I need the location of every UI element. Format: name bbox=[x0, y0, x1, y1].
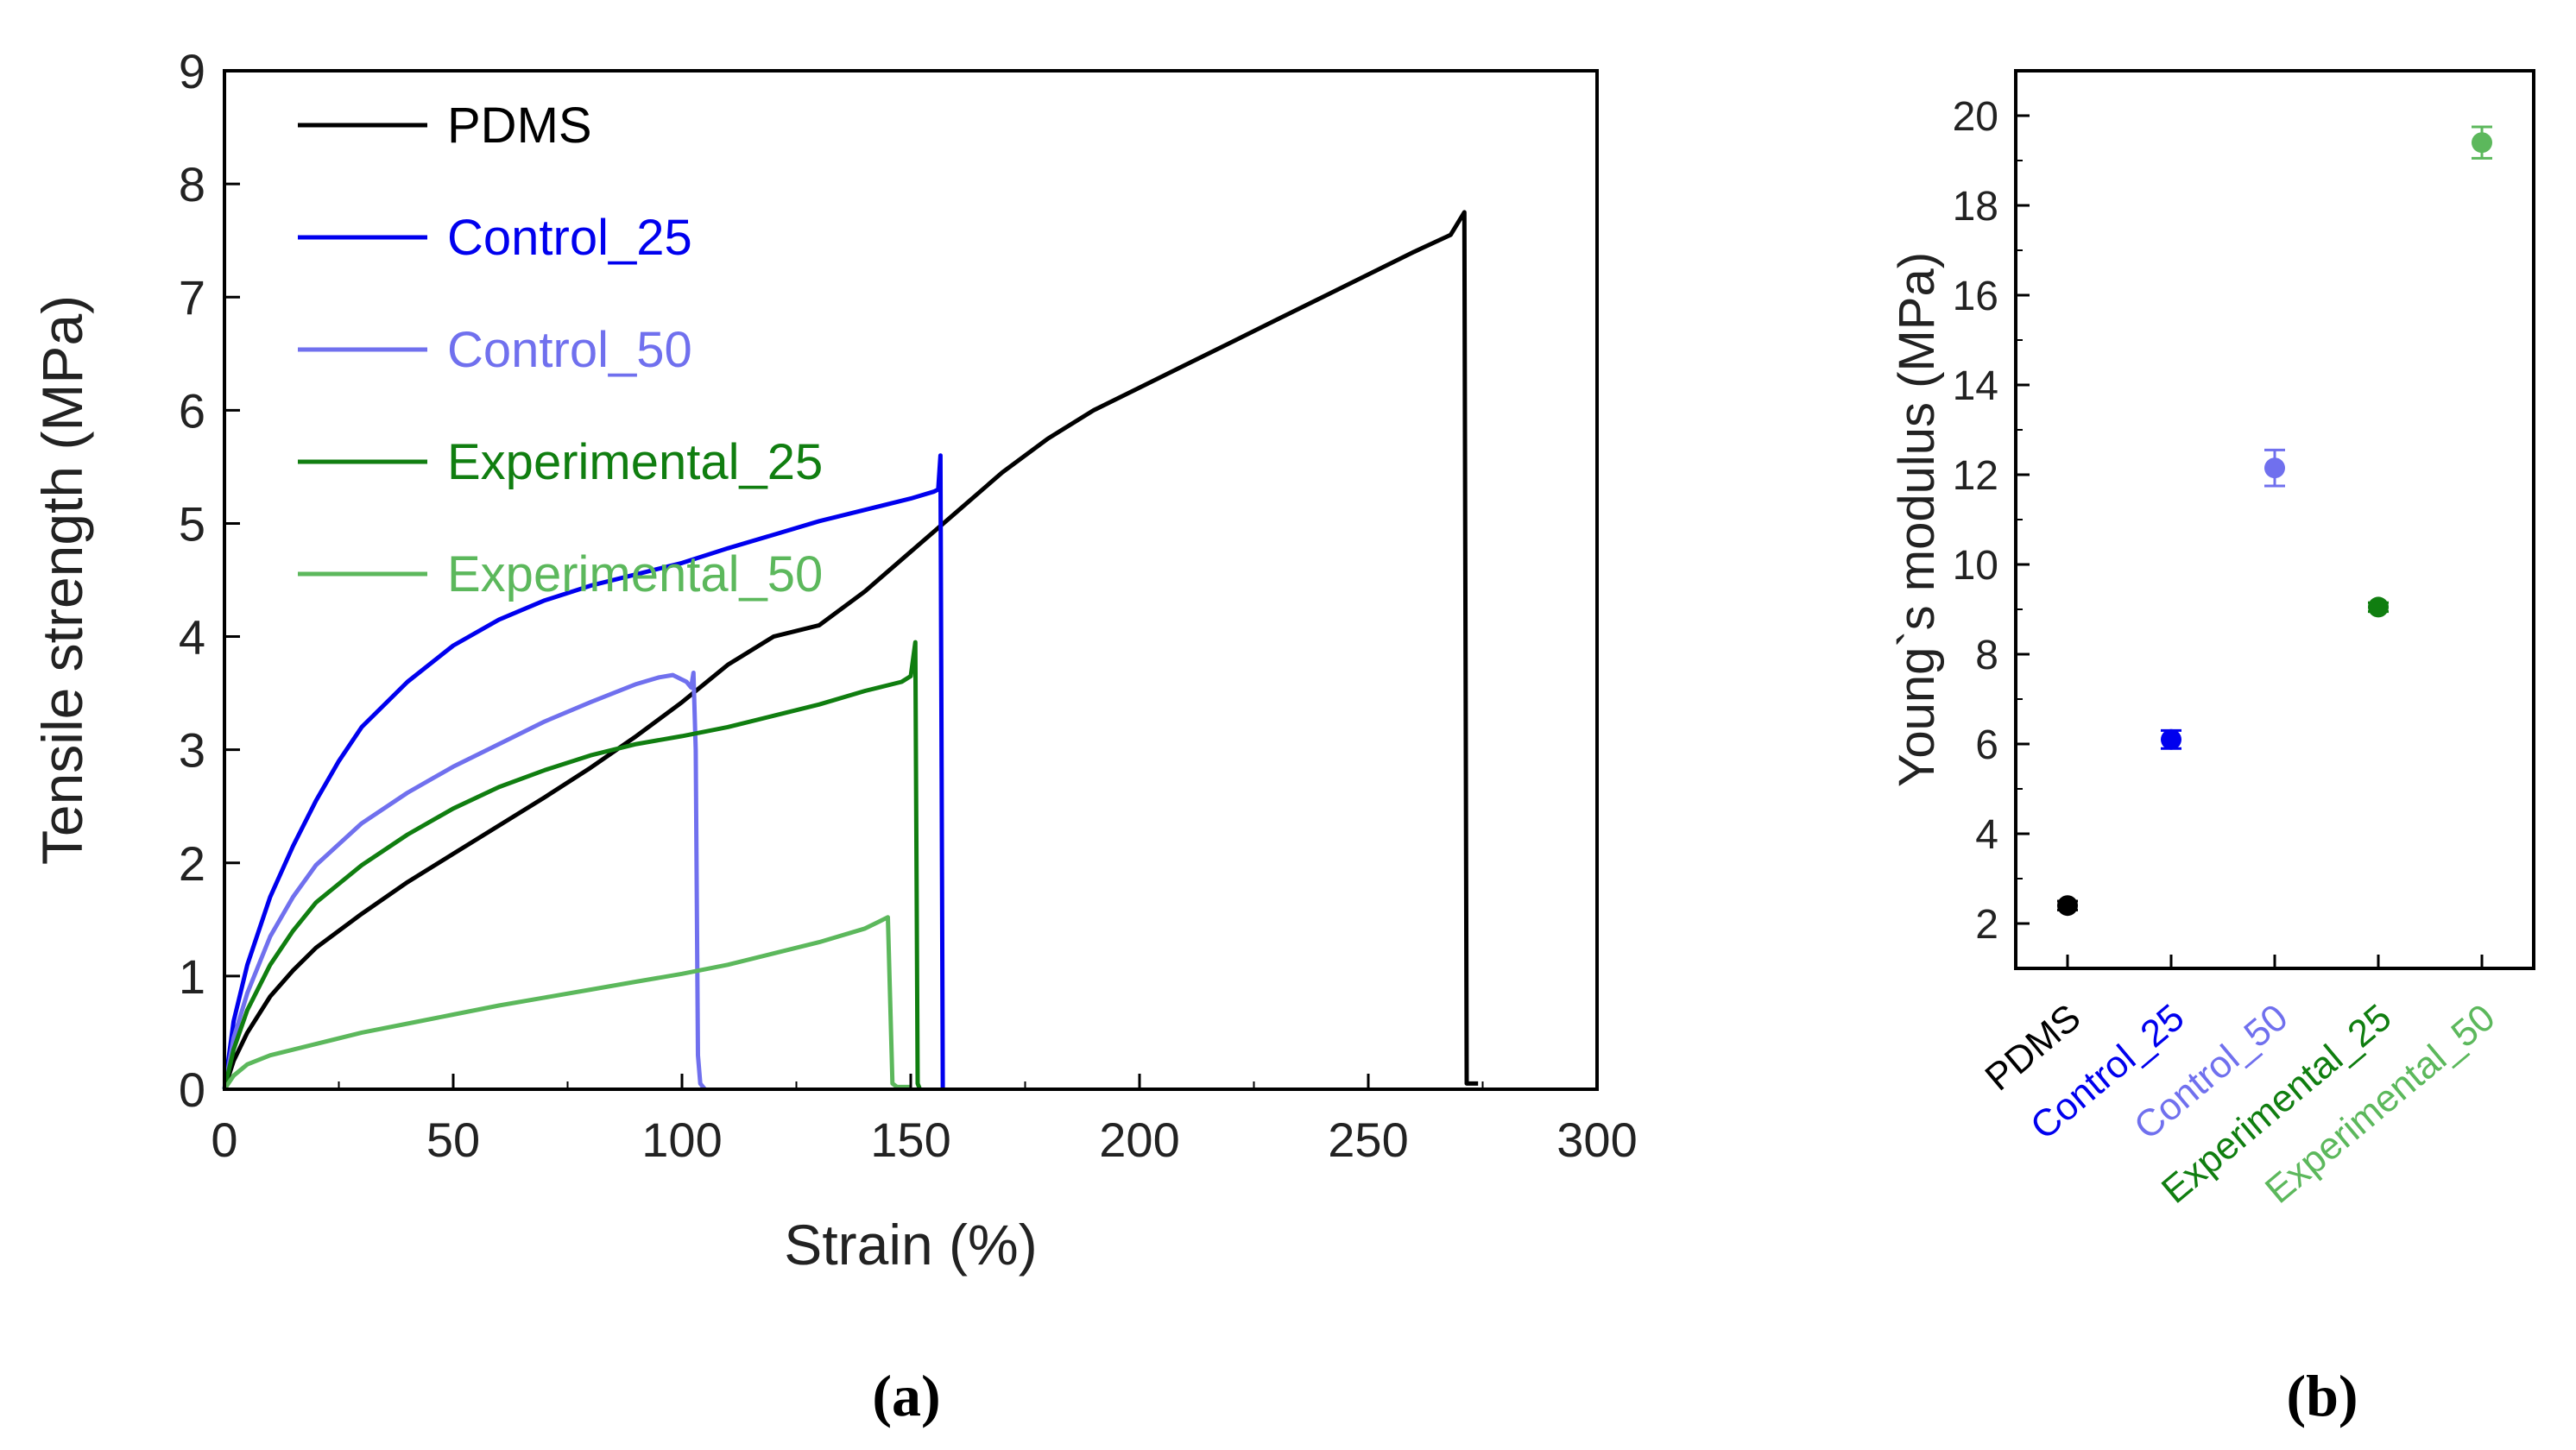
panel-b-y-tick-label: 12 bbox=[1953, 453, 1998, 499]
panel-a-y-tick-label: 6 bbox=[179, 383, 205, 438]
panel-a-legend: PDMS Control_25 Control_50 Experimental_25 E… bbox=[298, 98, 823, 602]
panel-b-y-tick-label: 2 bbox=[1975, 902, 1998, 948]
panel-b-y-tick-label: 16 bbox=[1953, 274, 1998, 319]
series-line-experimental-25 bbox=[222, 640, 922, 1090]
panel-a-x-tick-label: 50 bbox=[426, 1113, 480, 1167]
panel-a-y-tick-label: 5 bbox=[179, 496, 205, 551]
panel-a-plot-frame bbox=[223, 69, 1599, 1091]
panel-a-y-tick-label: 9 bbox=[179, 44, 205, 98]
legend-label-experimental-25: Experimental_25 bbox=[447, 434, 823, 490]
panel-a-y-tick-label: 0 bbox=[179, 1062, 205, 1117]
panel-a-y-axis-title: Tensile strength (MPa) bbox=[30, 295, 94, 865]
series-line-experimental-50 bbox=[222, 915, 911, 1091]
data-point-experimental-50 bbox=[2472, 132, 2492, 154]
series-line-control-25 bbox=[222, 453, 945, 1090]
panel-a-x-axis: 0 50 100 150 200 250 300 bbox=[211, 1074, 1638, 1167]
panel-b-label: (b) bbox=[2286, 1363, 2358, 1428]
panel-b-y-tick-label: 14 bbox=[1953, 363, 1998, 409]
panel-a-y-tick-label: 2 bbox=[179, 836, 205, 891]
data-point-pdms bbox=[2057, 895, 2078, 917]
panel-a-x-tick-label: 250 bbox=[1328, 1113, 1408, 1167]
panel-a-x-tick-label: 200 bbox=[1099, 1113, 1179, 1167]
panel-a-y-tick-label: 1 bbox=[179, 949, 205, 1004]
panel-b-y-tick-label: 6 bbox=[1975, 722, 1998, 768]
panel-a-x-axis-title: Strain (%) bbox=[784, 1213, 1037, 1277]
data-point-experimental-25 bbox=[2368, 596, 2389, 618]
series-line-pdms bbox=[222, 210, 1479, 1090]
series-line-control-50 bbox=[222, 671, 707, 1091]
data-point-control-50 bbox=[2264, 457, 2285, 479]
panel-a-x-tick-label: 150 bbox=[870, 1113, 950, 1167]
panel-b-data-points bbox=[2057, 125, 2492, 917]
panel-a-series-lines bbox=[222, 210, 1479, 1091]
legend-label-experimental-50: Experimental_50 bbox=[447, 546, 823, 602]
panel-b-modulus-chart: 2 4 6 8 10 12 14 16 18 20 PDMSControl_25Control_5… bbox=[1889, 69, 2535, 1428]
panel-a-y-axis: 0 1 2 3 4 5 6 7 8 9 bbox=[179, 44, 240, 1117]
panel-a-y-tick-label: 3 bbox=[179, 723, 205, 778]
panel-a-y-tick-label: 8 bbox=[179, 157, 205, 211]
legend-label-control-50: Control_50 bbox=[447, 322, 692, 378]
panel-a-y-tick-label: 7 bbox=[179, 270, 205, 325]
panel-b-y-tick-label: 8 bbox=[1975, 633, 1998, 678]
panel-b-y-tick-label: 10 bbox=[1953, 543, 1998, 589]
panel-b-x-axis: PDMSControl_25Control_50Experimental_25E… bbox=[1978, 955, 2503, 1212]
data-point-control-25 bbox=[2161, 728, 2181, 750]
panel-a-label: (a) bbox=[872, 1363, 940, 1428]
panel-a-y-tick-label: 4 bbox=[179, 610, 205, 665]
panel-b-y-axis: 2 4 6 8 10 12 14 16 18 20 bbox=[1953, 94, 2030, 948]
panel-a-x-tick-label: 100 bbox=[641, 1113, 722, 1167]
legend-label-pdms: PDMS bbox=[447, 98, 592, 154]
panel-b-y-tick-label: 4 bbox=[1975, 812, 1998, 858]
legend-label-control-25: Control_25 bbox=[447, 210, 692, 266]
panel-b-plot-frame bbox=[2014, 69, 2535, 970]
panel-a-x-tick-label: 0 bbox=[211, 1113, 237, 1167]
panel-b-y-tick-label: 18 bbox=[1953, 184, 1998, 230]
panel-a-tensile-chart: 0 50 100 150 200 250 300 0 1 2 3 4 5 6 7 8 9 PDMS Contro… bbox=[30, 44, 1638, 1428]
panel-a-x-tick-label: 300 bbox=[1556, 1113, 1637, 1167]
panel-b-y-tick-label: 20 bbox=[1953, 94, 1998, 140]
panel-b-y-axis-title: Young`s modulus (MPa) bbox=[1889, 252, 1945, 787]
